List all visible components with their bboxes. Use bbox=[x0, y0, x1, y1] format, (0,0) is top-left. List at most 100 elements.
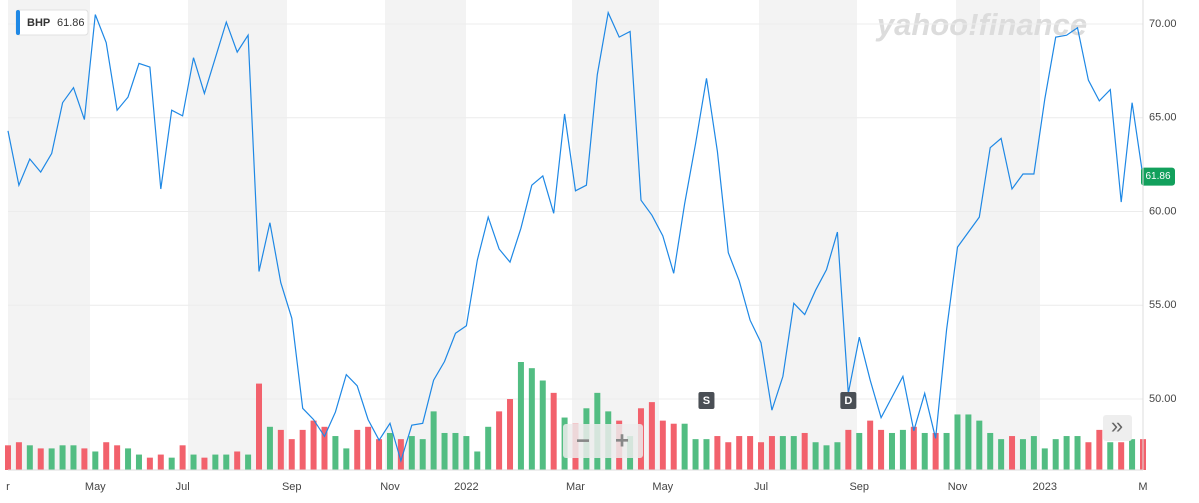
volume-bar bbox=[954, 414, 961, 470]
volume-bar bbox=[1107, 442, 1114, 470]
volume-bar bbox=[321, 426, 328, 470]
volume-bar bbox=[190, 454, 197, 470]
volume-bar bbox=[725, 442, 732, 470]
volume-bar bbox=[1129, 439, 1136, 470]
volume-bar bbox=[976, 420, 983, 470]
volume-bar bbox=[146, 457, 153, 470]
badge-accent bbox=[16, 10, 20, 35]
price-line bbox=[7, 10, 1144, 463]
symbol-badge: BHP 61.86 bbox=[15, 9, 89, 36]
volume-bar bbox=[266, 426, 273, 470]
volume-bar bbox=[496, 411, 503, 470]
volume-bar bbox=[528, 368, 535, 470]
volume-bar bbox=[430, 411, 437, 470]
volume-bar bbox=[823, 445, 830, 470]
volume-bar bbox=[1074, 436, 1081, 470]
volume-bar bbox=[397, 439, 404, 470]
volume-bar bbox=[441, 432, 448, 470]
volume-bar bbox=[736, 436, 743, 470]
volume-bar bbox=[681, 423, 688, 470]
volume-bar bbox=[157, 454, 164, 470]
volume-bar bbox=[812, 442, 819, 470]
volume-bar bbox=[103, 442, 110, 470]
volume-bar bbox=[277, 429, 284, 470]
event-marker bbox=[698, 392, 715, 409]
x-tick-label: M bbox=[1138, 481, 1147, 493]
volume-bar bbox=[965, 414, 972, 470]
band bbox=[572, 0, 659, 470]
badge-symbol: BHP bbox=[27, 17, 50, 29]
volume-bar bbox=[703, 439, 710, 470]
last-price-box bbox=[1141, 167, 1175, 186]
volume-bar bbox=[648, 402, 655, 470]
x-tick-label: Sep bbox=[282, 481, 302, 493]
band bbox=[759, 0, 857, 470]
watermark: yahoo!finance bbox=[875, 7, 1087, 42]
volume-bar bbox=[899, 429, 906, 470]
x-tick-label: r bbox=[6, 481, 10, 493]
volume-bar bbox=[856, 432, 863, 470]
volume-bar bbox=[474, 451, 481, 470]
x-tick-label: May bbox=[85, 481, 106, 493]
volume-bar bbox=[386, 432, 393, 470]
volume-bar bbox=[1041, 448, 1048, 470]
band bbox=[8, 0, 90, 470]
volume-bar bbox=[834, 442, 841, 470]
volume-bar bbox=[212, 454, 219, 470]
volume-bar bbox=[201, 457, 208, 470]
last-price-label: 61.86 bbox=[1145, 171, 1170, 182]
volume-bar bbox=[779, 436, 786, 470]
volume-bar bbox=[910, 426, 917, 470]
volume-bar bbox=[932, 432, 939, 470]
volume-bar bbox=[343, 448, 350, 470]
volume-bar bbox=[26, 445, 33, 470]
volume-bar bbox=[888, 432, 895, 470]
volume-bar bbox=[539, 380, 546, 470]
volume-bar bbox=[670, 423, 677, 470]
y-tick-label: 60.00 bbox=[1149, 205, 1177, 217]
volume-bar bbox=[179, 445, 186, 470]
volume-bar bbox=[1009, 436, 1016, 470]
volume-bar bbox=[376, 439, 383, 470]
x-tick-label: May bbox=[652, 481, 673, 493]
volume-bar bbox=[1085, 442, 1092, 470]
volume-bar bbox=[48, 448, 55, 470]
volume-bar bbox=[692, 439, 699, 470]
volume-bar bbox=[507, 399, 514, 470]
volume-bar bbox=[256, 383, 263, 470]
volume-bar bbox=[299, 429, 306, 470]
zoom-in[interactable]: + bbox=[615, 427, 629, 454]
y-tick-label: 55.00 bbox=[1149, 299, 1177, 311]
y-tick-label: 65.00 bbox=[1149, 112, 1177, 124]
y-tick-label: 70.00 bbox=[1149, 18, 1177, 30]
x-tick-label: Nov bbox=[948, 481, 968, 493]
expand-icon[interactable]: » bbox=[1111, 413, 1123, 438]
expand-button[interactable] bbox=[1103, 415, 1132, 441]
volume-bar bbox=[1019, 439, 1026, 470]
volume-bar bbox=[1063, 436, 1070, 470]
volume-bar bbox=[135, 454, 142, 470]
volume-bar bbox=[998, 439, 1005, 470]
volume-bar bbox=[517, 362, 524, 470]
volume-bar bbox=[463, 436, 470, 470]
zoom-out[interactable]: − bbox=[576, 427, 590, 454]
volume-bar bbox=[987, 432, 994, 470]
volume-bar bbox=[845, 429, 852, 470]
volume-bar bbox=[485, 426, 492, 470]
band bbox=[188, 0, 287, 470]
volume-bar bbox=[1096, 429, 1103, 470]
volume-bar bbox=[15, 442, 22, 470]
volume-bar bbox=[790, 436, 797, 470]
volume-bar bbox=[310, 420, 317, 470]
volume-bar bbox=[365, 426, 372, 470]
volume-bar bbox=[5, 445, 11, 470]
y-tick-label: 50.00 bbox=[1149, 393, 1177, 405]
volume-bar bbox=[768, 436, 775, 470]
volume-bar bbox=[354, 429, 361, 470]
volume-bar bbox=[714, 436, 721, 470]
volume-bar bbox=[223, 454, 230, 470]
x-tick-label: 2022 bbox=[454, 481, 478, 493]
volume-bar bbox=[452, 432, 459, 470]
event-label: S bbox=[703, 395, 710, 407]
volume-bar bbox=[332, 436, 339, 470]
